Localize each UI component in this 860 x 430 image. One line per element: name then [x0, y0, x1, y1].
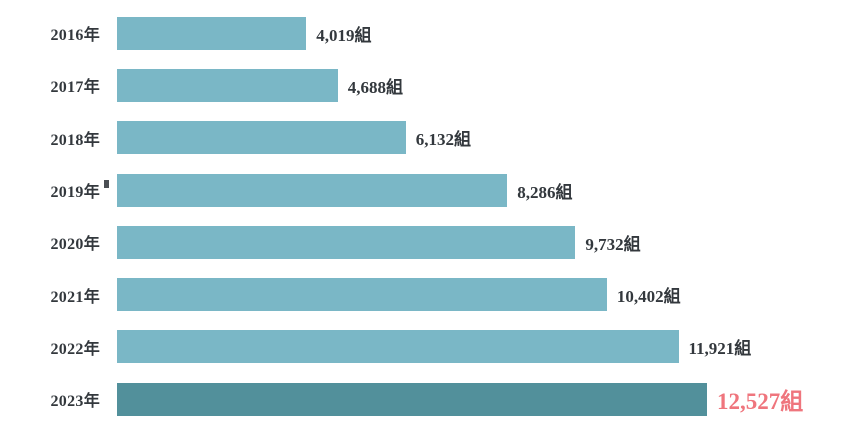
year-label: 2019年: [50, 184, 100, 202]
value-label: 9,732組: [585, 234, 641, 254]
chart-row: 2018年 6,132組: [0, 112, 860, 164]
bar: [117, 173, 508, 207]
chart-rows: 2016年 4,019組 2017年 4,688組 2018年 6,132組 2…: [0, 7, 860, 425]
value-label: 10,402組: [616, 287, 681, 307]
chart-row: 2016年 4,019組: [0, 7, 860, 59]
chart-row: 2017年 4,688組: [0, 59, 860, 111]
value-label: 4,688組: [347, 77, 404, 97]
bar-area: 9,732組: [117, 225, 860, 259]
bar: [117, 121, 406, 155]
year-label: 2023年: [50, 393, 100, 411]
year-label: 2018年: [50, 131, 100, 149]
year-label: 2022年: [50, 340, 100, 358]
bar-area: 10,402組: [117, 278, 860, 312]
year-label: 2017年: [50, 79, 100, 97]
value-label: 6,132組: [415, 130, 472, 150]
bar-area: 12,527組: [117, 382, 860, 416]
bar-area: 4,688組: [117, 68, 860, 102]
chart-row: 2022年 11,921組: [0, 321, 860, 373]
bar: [117, 225, 576, 259]
bar: [117, 382, 707, 416]
chart-row: 2020年 9,732組: [0, 216, 860, 268]
value-label: 8,286組: [517, 182, 573, 202]
bar-area: 4,019組: [117, 16, 860, 50]
value-label: 11,921組: [688, 339, 752, 359]
year-label: 2020年: [50, 236, 100, 254]
year-label: 2021年: [50, 288, 100, 306]
bar-area: 11,921組: [117, 330, 860, 364]
value-label: 4,019組: [316, 25, 372, 45]
value-label: 12,527組: [717, 389, 804, 415]
year-label: 2016年: [50, 27, 100, 45]
bar-area: 6,132組: [117, 121, 860, 155]
bar-area: 8,286組: [117, 173, 860, 207]
chart-row: 2019年 8,286組: [0, 164, 860, 216]
stray-mark: [104, 180, 109, 188]
bar: [117, 68, 338, 102]
chart-row: 2021年 10,402組: [0, 268, 860, 320]
chart-row: 2023年 12,527組: [0, 373, 860, 425]
bar: [117, 330, 679, 364]
bar: [117, 278, 607, 312]
bar: [117, 16, 307, 50]
